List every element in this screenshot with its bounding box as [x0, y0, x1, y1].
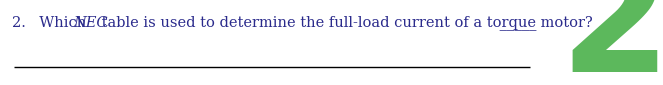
- Text: 2: 2: [560, 0, 663, 85]
- Text: NEC: NEC: [73, 16, 107, 30]
- Text: 2.: 2.: [12, 16, 26, 30]
- Text: table is used to determine the full-load current of a torque motor?: table is used to determine the full-load…: [97, 16, 593, 30]
- Text: Which: Which: [30, 16, 91, 30]
- Text: _____: _____: [495, 16, 536, 30]
